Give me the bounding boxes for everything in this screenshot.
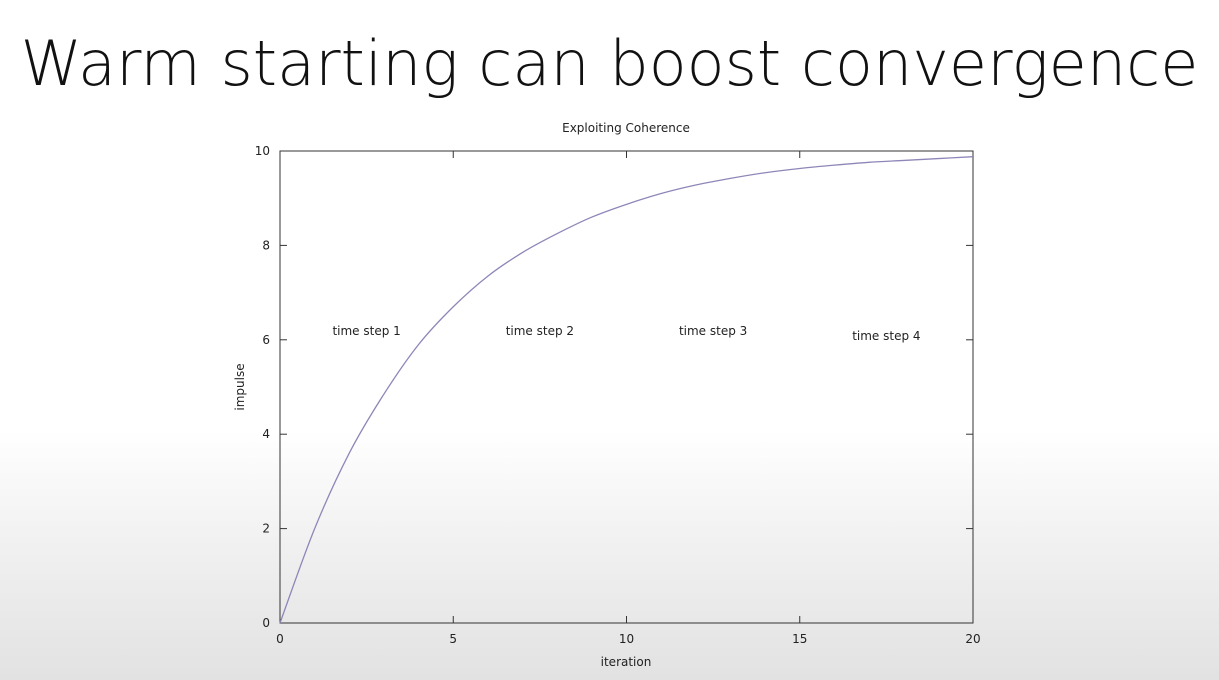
x-tick-label: 20 — [965, 632, 980, 646]
x-tick-label: 15 — [792, 632, 807, 646]
x-tick-label: 0 — [276, 632, 284, 646]
x-tick-label: 10 — [619, 632, 634, 646]
y-tick-label: 10 — [255, 144, 270, 158]
x-tick-label: 5 — [449, 632, 457, 646]
y-axis-label: impulse — [233, 363, 247, 410]
annotation-label: time step 4 — [852, 329, 920, 343]
annotations: time step 1 time step 2 time step 3 time st… — [332, 324, 920, 343]
y-tick-label: 8 — [262, 238, 270, 252]
series-line-impulse — [279, 156, 974, 624]
tick-labels: 0 5 10 15 20 0 2 4 6 8 10 — [255, 144, 981, 646]
x-axis-label: iteration — [601, 655, 652, 669]
annotation-label: time step 3 — [679, 324, 747, 338]
annotation-label: time step 2 — [506, 324, 574, 338]
y-tick-label: 0 — [262, 616, 270, 630]
slide-title: Warm starting can boost convergence — [20, 27, 1199, 100]
chart-title: Exploiting Coherence — [562, 121, 690, 135]
axis-ticks — [279, 150, 974, 624]
y-tick-label: 2 — [262, 522, 270, 536]
y-tick-label: 4 — [262, 427, 270, 441]
y-tick-label: 6 — [262, 333, 270, 347]
plot-frame — [279, 150, 974, 624]
annotation-label: time step 1 — [332, 324, 400, 338]
